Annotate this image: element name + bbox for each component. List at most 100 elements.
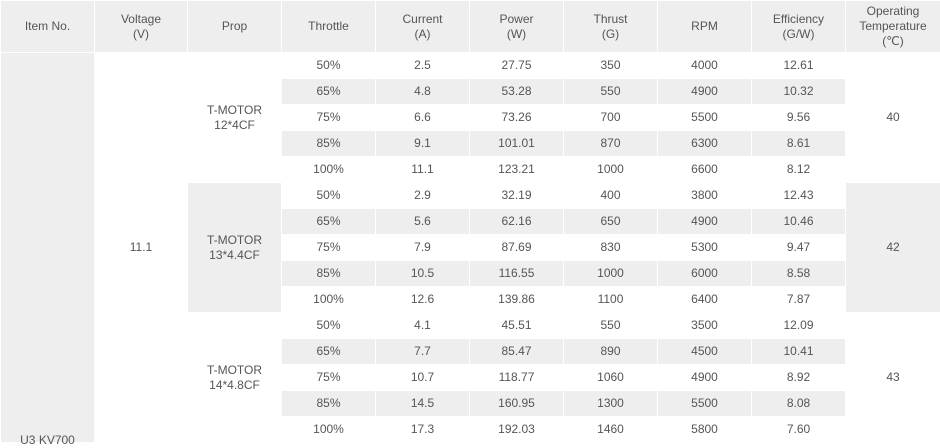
efficiency-cell: 10.46 bbox=[752, 209, 846, 235]
efficiency-cell: 10.32 bbox=[752, 79, 846, 105]
rpm-cell: 6000 bbox=[658, 261, 752, 287]
header-prop: Prop bbox=[188, 1, 282, 53]
thrust-cell: 1000 bbox=[564, 157, 658, 183]
header-rpm: RPM bbox=[658, 1, 752, 53]
efficiency-cell: 8.08 bbox=[752, 391, 846, 417]
power-cell: 116.55 bbox=[470, 261, 564, 287]
throttle-cell: 65% bbox=[282, 79, 376, 105]
temperature-cell: 42 bbox=[846, 183, 940, 313]
throttle-cell: 65% bbox=[282, 209, 376, 235]
header-thrust: Thrust(G) bbox=[564, 1, 658, 53]
prop-model: 13*4.4CF bbox=[209, 248, 260, 262]
throttle-cell: 100% bbox=[282, 157, 376, 183]
power-cell: 123.21 bbox=[470, 157, 564, 183]
efficiency-cell: 7.60 bbox=[752, 417, 846, 443]
throttle-cell: 75% bbox=[282, 235, 376, 261]
item-no-label: U3 KV700 bbox=[1, 433, 94, 448]
power-cell: 62.16 bbox=[470, 209, 564, 235]
current-cell: 11.1 bbox=[376, 157, 470, 183]
thrust-cell: 1060 bbox=[564, 365, 658, 391]
throttle-cell: 65% bbox=[282, 339, 376, 365]
throttle-cell: 50% bbox=[282, 53, 376, 79]
power-cell: 53.28 bbox=[470, 79, 564, 105]
thrust-cell: 550 bbox=[564, 79, 658, 105]
thrust-cell: 890 bbox=[564, 339, 658, 365]
thrust-cell: 1000 bbox=[564, 261, 658, 287]
thrust-cell: 1460 bbox=[564, 417, 658, 443]
current-cell: 10.7 bbox=[376, 365, 470, 391]
prop-model: 14*4.8CF bbox=[209, 378, 260, 392]
header-current: Current(A) bbox=[376, 1, 470, 53]
header-throttle: Throttle bbox=[282, 1, 376, 53]
rpm-cell: 5300 bbox=[658, 235, 752, 261]
prop-model: 12*4CF bbox=[214, 118, 255, 132]
prop-brand: T-MOTOR bbox=[207, 363, 262, 377]
voltage-cell: 11.1 bbox=[95, 53, 188, 443]
efficiency-cell: 9.56 bbox=[752, 105, 846, 131]
power-cell: 85.47 bbox=[470, 339, 564, 365]
thrust-cell: 400 bbox=[564, 183, 658, 209]
efficiency-cell: 8.92 bbox=[752, 365, 846, 391]
rpm-cell: 6600 bbox=[658, 157, 752, 183]
current-cell: 12.6 bbox=[376, 287, 470, 313]
current-cell: 4.1 bbox=[376, 313, 470, 339]
current-cell: 9.1 bbox=[376, 131, 470, 157]
throttle-cell: 85% bbox=[282, 131, 376, 157]
efficiency-cell: 12.09 bbox=[752, 313, 846, 339]
power-cell: 73.26 bbox=[470, 105, 564, 131]
power-cell: 192.03 bbox=[470, 417, 564, 443]
rpm-cell: 4500 bbox=[658, 339, 752, 365]
prop-brand: T-MOTOR bbox=[207, 233, 262, 247]
throttle-cell: 75% bbox=[282, 365, 376, 391]
throttle-cell: 50% bbox=[282, 183, 376, 209]
rpm-cell: 5800 bbox=[658, 417, 752, 443]
item-no-cell: U3 KV700 bbox=[1, 53, 95, 443]
throttle-cell: 100% bbox=[282, 417, 376, 443]
rpm-cell: 4900 bbox=[658, 209, 752, 235]
power-cell: 118.77 bbox=[470, 365, 564, 391]
temperature-cell: 40 bbox=[846, 53, 940, 183]
thrust-cell: 700 bbox=[564, 105, 658, 131]
power-cell: 87.69 bbox=[470, 235, 564, 261]
rpm-cell: 4900 bbox=[658, 365, 752, 391]
current-cell: 5.6 bbox=[376, 209, 470, 235]
rpm-cell: 6400 bbox=[658, 287, 752, 313]
thrust-cell: 870 bbox=[564, 131, 658, 157]
current-cell: 14.5 bbox=[376, 391, 470, 417]
efficiency-cell: 12.43 bbox=[752, 183, 846, 209]
efficiency-cell: 10.41 bbox=[752, 339, 846, 365]
thrust-cell: 1100 bbox=[564, 287, 658, 313]
current-cell: 6.6 bbox=[376, 105, 470, 131]
current-cell: 10.5 bbox=[376, 261, 470, 287]
rpm-cell: 3500 bbox=[658, 313, 752, 339]
table-header: Item No. Voltage(V) Prop Throttle Curren… bbox=[1, 1, 940, 53]
current-cell: 2.5 bbox=[376, 53, 470, 79]
power-cell: 160.95 bbox=[470, 391, 564, 417]
efficiency-cell: 8.58 bbox=[752, 261, 846, 287]
throttle-cell: 100% bbox=[282, 287, 376, 313]
efficiency-cell: 9.47 bbox=[752, 235, 846, 261]
rpm-cell: 4900 bbox=[658, 79, 752, 105]
throttle-cell: 75% bbox=[282, 105, 376, 131]
efficiency-cell: 12.61 bbox=[752, 53, 846, 79]
power-cell: 139.86 bbox=[470, 287, 564, 313]
throttle-cell: 50% bbox=[282, 313, 376, 339]
current-cell: 17.3 bbox=[376, 417, 470, 443]
rpm-cell: 4000 bbox=[658, 53, 752, 79]
efficiency-cell: 7.87 bbox=[752, 287, 846, 313]
current-cell: 7.7 bbox=[376, 339, 470, 365]
thrust-cell: 830 bbox=[564, 235, 658, 261]
header-voltage: Voltage(V) bbox=[95, 1, 188, 53]
thrust-cell: 550 bbox=[564, 313, 658, 339]
rpm-cell: 6300 bbox=[658, 131, 752, 157]
throttle-cell: 85% bbox=[282, 391, 376, 417]
rpm-cell: 5500 bbox=[658, 391, 752, 417]
power-cell: 32.19 bbox=[470, 183, 564, 209]
power-cell: 101.01 bbox=[470, 131, 564, 157]
power-cell: 45.51 bbox=[470, 313, 564, 339]
temperature-cell: 43 bbox=[846, 313, 940, 443]
